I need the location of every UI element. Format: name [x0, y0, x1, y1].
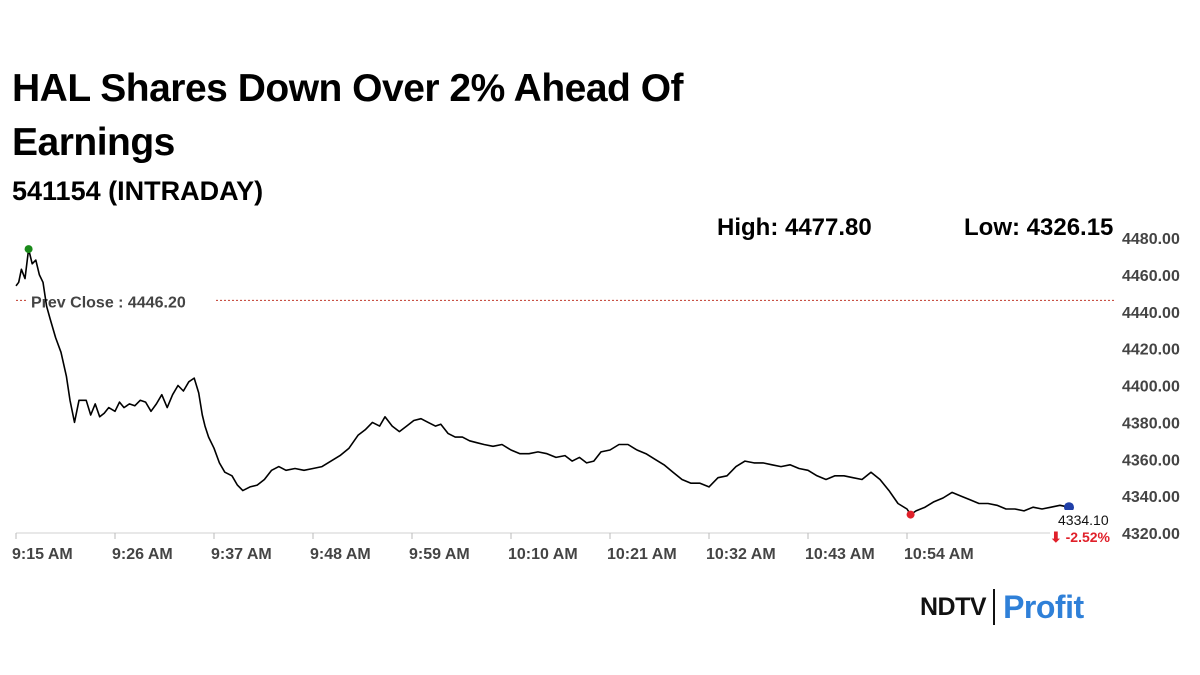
last-price-label-bg — [1050, 510, 1116, 544]
x-tick-label: 10:32 AM — [706, 546, 776, 563]
high-value-label: High: 4477.80 — [717, 214, 872, 241]
brand-ndtv-text: NDTV — [920, 592, 987, 621]
last-price-marker — [1064, 502, 1074, 513]
x-tick-label: 10:21 AM — [607, 546, 677, 563]
brand-divider — [993, 589, 996, 625]
change-percent-label: ⬇ -2.52% — [1050, 529, 1111, 545]
y-tick-label: 4360.00 — [1122, 452, 1180, 469]
x-tick-label: 10:43 AM — [805, 546, 875, 563]
x-tick-label: 9:15 AM — [12, 546, 73, 563]
chart-subtitle: 541154 (INTRADAY) — [12, 176, 264, 206]
day-low-marker — [906, 510, 915, 519]
prev-close-label: Prev Close : 4446.20 — [31, 294, 186, 311]
day-high-marker — [24, 245, 33, 254]
x-tick-label: 10:10 AM — [508, 546, 578, 563]
low-value-label: Low: 4326.15 — [964, 214, 1114, 241]
x-tick-label: 9:48 AM — [310, 546, 371, 563]
prev-close-label-bg — [27, 287, 215, 312]
y-tick-label: 4400.00 — [1122, 379, 1180, 396]
chart-title: HAL Shares Down Over 2% Ahead Of Earning… — [12, 67, 684, 164]
y-tick-label: 4480.00 — [1122, 231, 1180, 248]
price-series-line — [15, 248, 1070, 516]
last-price-label: 4334.10 — [1058, 512, 1109, 528]
y-tick-label: 4380.00 — [1122, 415, 1180, 432]
y-tick-label: 4320.00 — [1122, 526, 1180, 543]
x-tick-label: 9:37 AM — [211, 546, 272, 563]
y-tick-label: 4420.00 — [1122, 342, 1180, 359]
y-tick-label: 4460.00 — [1122, 268, 1180, 285]
x-tick-label: 10:54 AM — [904, 546, 974, 563]
y-tick-label: 4440.00 — [1122, 305, 1180, 322]
ndtv-profit-logo: NDTV Profit — [920, 585, 1084, 629]
x-tick-label: 9:26 AM — [112, 546, 173, 563]
y-tick-label: 4340.00 — [1122, 489, 1180, 506]
x-tick-label: 9:59 AM — [409, 546, 470, 563]
brand-profit-text: Profit — [1003, 588, 1084, 625]
